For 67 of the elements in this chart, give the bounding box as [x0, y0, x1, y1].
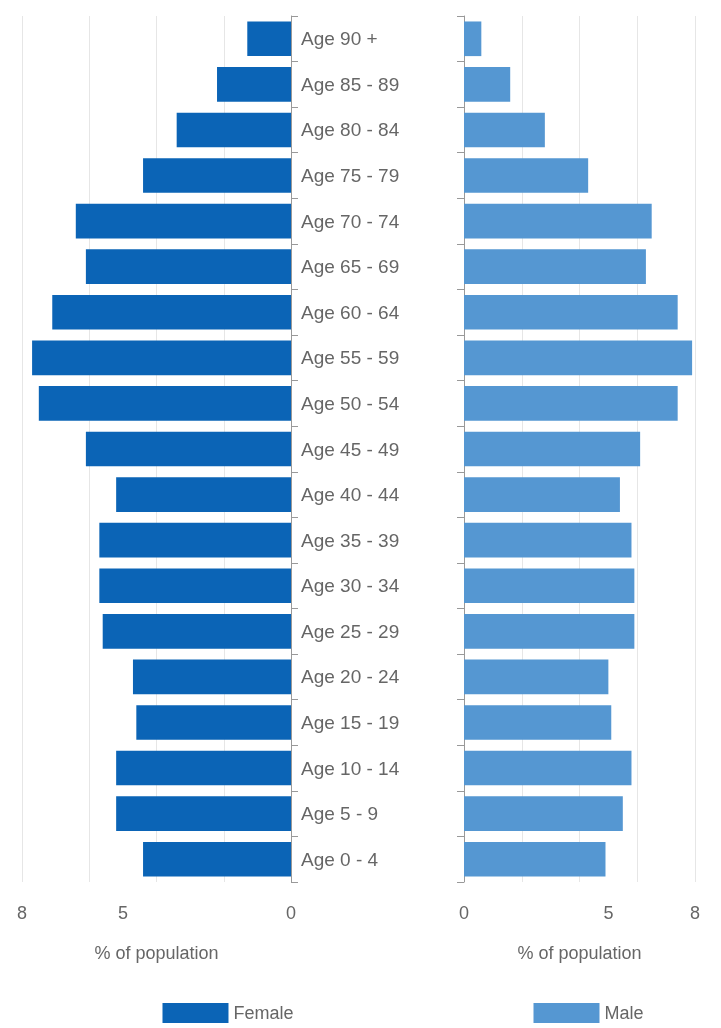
y-tick-label: Age 5 - 9: [301, 803, 379, 825]
y-tick-label: Age 55 - 59: [301, 347, 400, 369]
bar: [464, 158, 589, 193]
bar: [217, 67, 291, 102]
y-tick-label: Age 60 - 64: [301, 301, 400, 323]
bar: [75, 203, 291, 239]
y-tick-label: Age 50 - 54: [301, 392, 400, 414]
y-tick-label: Age 30 - 34: [301, 575, 400, 597]
x-axis-title: % of population: [94, 943, 219, 963]
bar: [464, 67, 511, 102]
y-tick-label: Age 20 - 24: [301, 666, 400, 688]
bar: [464, 112, 545, 148]
bar: [464, 841, 606, 877]
bar: [464, 705, 612, 740]
y-tick-label: Age 75 - 79: [301, 165, 400, 187]
bar: [464, 522, 632, 558]
bar: [464, 386, 678, 421]
bar: [464, 340, 693, 376]
y-tick-label: Age 65 - 69: [301, 256, 400, 278]
legend-label: Male: [604, 1003, 644, 1023]
x-tick-label: 5: [117, 903, 128, 923]
bar: [102, 614, 291, 649]
bar: [38, 386, 291, 421]
bar: [464, 249, 646, 284]
bar: [464, 796, 623, 831]
bar: [85, 249, 291, 284]
bar: [116, 477, 291, 512]
y-tick-label: Age 35 - 39: [301, 529, 400, 551]
bar: [464, 21, 482, 57]
bar: [132, 659, 291, 695]
bar: [176, 112, 291, 148]
bar: [464, 568, 635, 604]
y-tick-label: Age 80 - 84: [301, 119, 400, 141]
x-tick-label: 8: [689, 903, 701, 923]
bar: [143, 158, 291, 193]
x-tick-label: 5: [603, 903, 614, 923]
bar: [116, 796, 291, 831]
x-tick-label: 0: [459, 903, 470, 923]
bar: [116, 750, 291, 786]
bar: [247, 21, 291, 57]
bar: [464, 294, 678, 330]
bar: [464, 614, 635, 649]
y-tick-label: Age 0 - 4: [301, 848, 379, 870]
y-tick-label: Age 25 - 29: [301, 620, 400, 642]
x-tick-label: 0: [285, 903, 297, 923]
y-tick-label: Age 40 - 44: [301, 484, 400, 506]
bar: [464, 750, 632, 786]
bar: [136, 705, 291, 740]
bar: [464, 431, 641, 467]
y-tick-label: Age 10 - 14: [301, 757, 400, 779]
x-axis-title: % of population: [517, 943, 642, 963]
bar: [143, 841, 291, 877]
bar: [99, 522, 291, 558]
bar: [464, 659, 609, 695]
bar: [85, 431, 291, 467]
y-tick-label: Age 45 - 49: [301, 438, 400, 460]
bar: [32, 340, 291, 376]
bar: [99, 568, 291, 604]
y-tick-label: Age 70 - 74: [301, 210, 400, 232]
bar: [464, 203, 652, 239]
bar: [464, 477, 620, 512]
y-tick-label: Age 90 +: [301, 28, 378, 50]
bar: [52, 294, 291, 330]
y-tick-label: Age 15 - 19: [301, 711, 400, 733]
x-tick-label: 8: [16, 903, 28, 923]
y-tick-label: Age 85 - 89: [301, 73, 400, 95]
legend-label: Female: [233, 1003, 294, 1023]
